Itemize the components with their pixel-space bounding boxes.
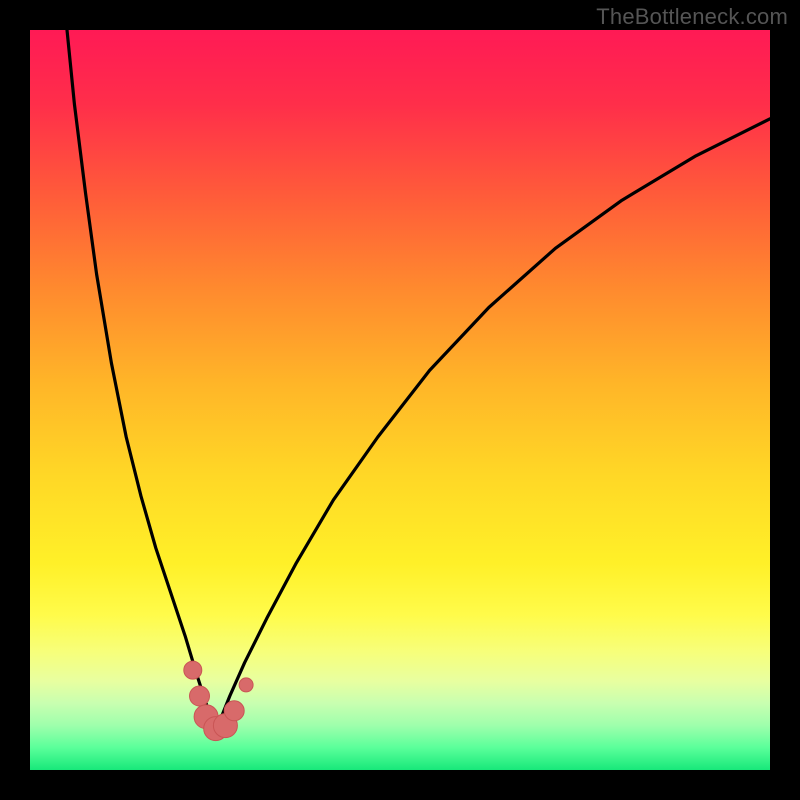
valley-marker bbox=[239, 678, 253, 692]
valley-marker bbox=[184, 661, 202, 679]
chart-stage: TheBottleneck.com bbox=[0, 0, 800, 800]
valley-marker bbox=[190, 686, 210, 706]
bottleneck-curve-chart bbox=[0, 0, 800, 800]
valley-marker bbox=[224, 701, 244, 721]
watermark-text: TheBottleneck.com bbox=[596, 4, 788, 30]
gradient-background bbox=[30, 30, 770, 770]
